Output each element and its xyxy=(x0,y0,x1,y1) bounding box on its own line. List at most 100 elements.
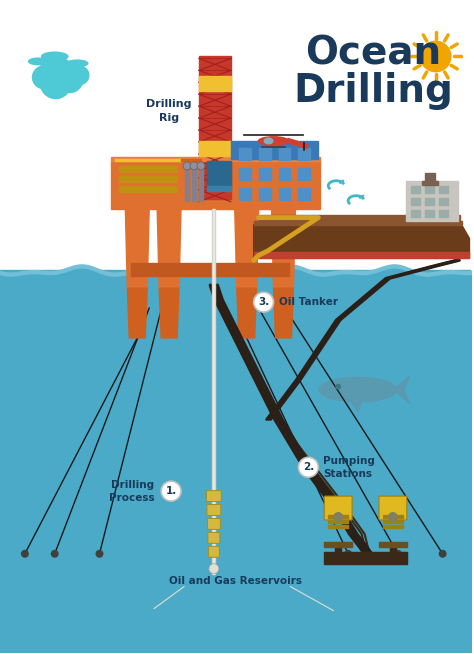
Ellipse shape xyxy=(319,377,398,403)
Polygon shape xyxy=(0,270,472,310)
FancyBboxPatch shape xyxy=(324,496,352,520)
Polygon shape xyxy=(279,188,291,199)
Polygon shape xyxy=(0,554,472,652)
Circle shape xyxy=(95,550,103,558)
Polygon shape xyxy=(181,159,201,161)
Polygon shape xyxy=(259,215,459,220)
Polygon shape xyxy=(254,220,462,224)
Ellipse shape xyxy=(64,80,80,87)
Text: www.VectorMine.com: www.VectorMine.com xyxy=(199,307,266,313)
Ellipse shape xyxy=(47,65,77,77)
Circle shape xyxy=(49,58,74,84)
Polygon shape xyxy=(128,288,147,338)
Polygon shape xyxy=(299,168,310,180)
Polygon shape xyxy=(115,159,181,161)
Polygon shape xyxy=(212,209,215,574)
Ellipse shape xyxy=(258,136,290,146)
Polygon shape xyxy=(411,198,420,205)
Polygon shape xyxy=(119,186,177,192)
Text: 3.: 3. xyxy=(258,297,269,307)
Text: 2.: 2. xyxy=(303,462,314,472)
Circle shape xyxy=(333,512,343,522)
Circle shape xyxy=(299,457,319,477)
Polygon shape xyxy=(239,188,251,199)
Polygon shape xyxy=(299,188,310,199)
Polygon shape xyxy=(438,186,447,193)
Circle shape xyxy=(183,162,191,170)
Polygon shape xyxy=(254,224,469,258)
Text: Drilling
Process: Drilling Process xyxy=(109,479,154,503)
Polygon shape xyxy=(231,141,319,159)
Polygon shape xyxy=(425,173,435,182)
Circle shape xyxy=(40,60,60,79)
Polygon shape xyxy=(207,186,231,191)
Polygon shape xyxy=(213,209,214,574)
Polygon shape xyxy=(335,547,341,554)
Polygon shape xyxy=(259,188,271,199)
Circle shape xyxy=(344,550,352,558)
Polygon shape xyxy=(157,209,181,288)
Circle shape xyxy=(190,162,198,170)
Polygon shape xyxy=(259,168,271,180)
Circle shape xyxy=(420,41,452,73)
Polygon shape xyxy=(239,168,251,180)
Polygon shape xyxy=(149,517,229,554)
Polygon shape xyxy=(111,157,320,161)
Polygon shape xyxy=(309,589,467,625)
Circle shape xyxy=(63,60,81,78)
Text: VectorMine.com: VectorMine.com xyxy=(12,293,63,298)
Polygon shape xyxy=(324,552,407,564)
Polygon shape xyxy=(185,166,189,201)
Polygon shape xyxy=(237,288,256,338)
Circle shape xyxy=(335,384,341,390)
Polygon shape xyxy=(328,515,348,518)
Text: VectorMine.com: VectorMine.com xyxy=(12,452,63,456)
Text: Drilling: Drilling xyxy=(293,72,453,111)
Polygon shape xyxy=(159,288,179,338)
Ellipse shape xyxy=(28,58,48,65)
Polygon shape xyxy=(411,210,420,216)
Polygon shape xyxy=(328,520,348,523)
Polygon shape xyxy=(239,148,251,160)
Polygon shape xyxy=(406,181,457,220)
Circle shape xyxy=(161,481,181,501)
Polygon shape xyxy=(229,509,328,554)
Polygon shape xyxy=(0,2,472,270)
FancyBboxPatch shape xyxy=(379,496,407,520)
Polygon shape xyxy=(0,489,472,554)
Polygon shape xyxy=(199,77,231,92)
Circle shape xyxy=(394,550,402,558)
Polygon shape xyxy=(425,198,434,205)
Polygon shape xyxy=(279,148,291,160)
Polygon shape xyxy=(199,141,231,156)
Polygon shape xyxy=(383,515,403,518)
Circle shape xyxy=(51,550,59,558)
Text: www.VectorMine.com: www.VectorMine.com xyxy=(199,517,266,521)
Circle shape xyxy=(70,65,90,85)
Polygon shape xyxy=(348,398,363,411)
Polygon shape xyxy=(259,148,271,160)
Polygon shape xyxy=(199,56,231,199)
Circle shape xyxy=(388,512,398,522)
Circle shape xyxy=(197,162,205,170)
Polygon shape xyxy=(438,198,447,205)
Text: www.VectorMine.com: www.VectorMine.com xyxy=(199,456,266,462)
Ellipse shape xyxy=(67,60,89,67)
Circle shape xyxy=(209,564,219,574)
Text: Ocean: Ocean xyxy=(305,35,441,73)
Polygon shape xyxy=(125,209,149,288)
Polygon shape xyxy=(0,370,472,430)
Polygon shape xyxy=(383,525,403,528)
Circle shape xyxy=(254,292,273,312)
Text: 1.: 1. xyxy=(165,486,177,496)
Polygon shape xyxy=(328,525,348,528)
Polygon shape xyxy=(0,554,472,583)
FancyBboxPatch shape xyxy=(208,519,220,530)
Polygon shape xyxy=(192,166,196,201)
Polygon shape xyxy=(438,210,447,216)
Polygon shape xyxy=(131,264,290,276)
Polygon shape xyxy=(394,376,410,404)
Polygon shape xyxy=(425,210,434,216)
Polygon shape xyxy=(20,591,214,625)
FancyBboxPatch shape xyxy=(206,490,221,502)
